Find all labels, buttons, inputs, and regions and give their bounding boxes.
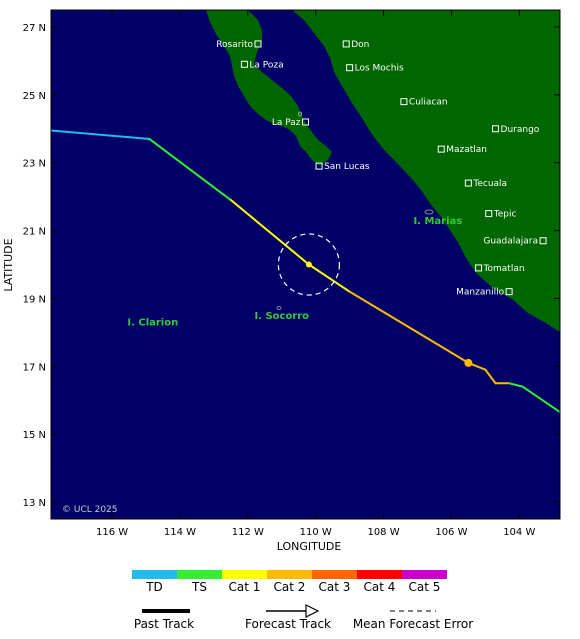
city-label: Rosarito xyxy=(216,40,253,50)
y-axis-title: LATITUDE xyxy=(2,238,15,291)
x-axis-title: LONGITUDE xyxy=(277,540,342,553)
past-track-segment xyxy=(229,199,310,266)
category-label: Cat 3 xyxy=(319,580,351,594)
islas-marias-shape xyxy=(424,209,434,215)
island-labels: I. Marias I. Socorro I. Clarion xyxy=(127,216,462,329)
past-track-segment xyxy=(148,137,232,202)
lon-tick-label: 116 W xyxy=(96,527,128,538)
category-color-bar xyxy=(132,570,447,579)
category-labels: TD TS Cat 1 Cat 2 Cat 3 Cat 4 Cat 5 xyxy=(145,580,440,594)
forecast-track-segment xyxy=(348,290,470,364)
lon-tick-label: 112 W xyxy=(232,527,264,538)
isla-socorro-shape xyxy=(276,306,282,310)
city-marker xyxy=(400,98,408,106)
city-label: Culiacan xyxy=(409,98,448,108)
city-marker xyxy=(464,179,472,187)
error-label: Mean Forecast Error xyxy=(353,617,473,631)
forecast-track-segment xyxy=(521,385,560,414)
mainland-mexico xyxy=(292,10,560,332)
copyright-text: © UCL 2025 xyxy=(62,505,118,515)
category-label: TD xyxy=(145,580,163,594)
forecast-track-key: Forecast Track xyxy=(245,604,331,631)
isla-cerralvo-shape xyxy=(298,111,302,117)
lat-tick-label: 15 N xyxy=(23,430,46,441)
lon-tick-label: 104 W xyxy=(503,527,535,538)
lon-tick-label: 110 W xyxy=(300,527,332,538)
past-track-label: Past Track xyxy=(134,617,194,631)
category-swatch xyxy=(177,570,222,579)
category-swatch xyxy=(222,570,267,579)
lat-tick-label: 19 N xyxy=(23,294,46,305)
category-swatch xyxy=(357,570,402,579)
island-label: I. Marias xyxy=(413,216,462,227)
forecast-track-segment xyxy=(307,263,351,293)
category-swatch xyxy=(312,570,357,579)
forecast-track-label: Forecast Track xyxy=(245,617,331,631)
city-label: Los Mochis xyxy=(355,64,404,74)
lon-tick-label: 108 W xyxy=(367,527,399,538)
axes: 116 W 114 W 112 W 110 W 108 W 106 W 104 W 27 N 2… xyxy=(23,10,560,538)
forecast-track-segment xyxy=(484,368,497,385)
city-marker xyxy=(505,288,513,296)
cities: Rosarito La Poza Don Los Mochis Culiacan La P… xyxy=(216,40,547,298)
legend: TD TS Cat 1 Cat 2 Cat 3 Cat 4 Cat 5 Past Track… xyxy=(132,570,473,631)
city-label: Tecuala xyxy=(472,179,507,189)
category-label: Cat 1 xyxy=(229,580,261,594)
island-label: I. Socorro xyxy=(254,311,309,322)
lat-tick-label: 21 N xyxy=(23,227,46,238)
category-label: TS xyxy=(191,580,207,594)
city-label: Manzanillo xyxy=(456,288,504,298)
category-label: Cat 2 xyxy=(274,580,306,594)
category-swatch xyxy=(132,570,177,579)
lat-tick-label: 23 N xyxy=(23,159,46,170)
forecast-error-circle xyxy=(277,233,341,296)
city-label: Don xyxy=(351,40,369,50)
city-marker xyxy=(437,145,445,153)
city-marker xyxy=(492,125,500,133)
city-label: Mazatlan xyxy=(446,145,487,155)
forecast-track-segment xyxy=(508,382,524,388)
category-label: Cat 4 xyxy=(364,580,396,594)
map-border xyxy=(50,9,561,520)
category-swatch xyxy=(267,570,312,579)
city-marker xyxy=(302,118,309,126)
city-marker xyxy=(254,40,262,48)
island-label: I. Clarion xyxy=(127,318,178,329)
storm-position-marker xyxy=(464,358,473,367)
past-track-key: Past Track xyxy=(134,609,194,631)
city-label: Durango xyxy=(501,125,540,135)
city-label: Guadalajara xyxy=(483,237,538,247)
city-marker xyxy=(485,210,493,218)
past-track-segment xyxy=(51,129,151,140)
lon-tick-label: 106 W xyxy=(435,527,467,538)
lon-tick-label: 114 W xyxy=(164,527,196,538)
lat-tick-label: 13 N xyxy=(23,498,46,509)
category-swatch xyxy=(402,570,447,579)
city-marker xyxy=(342,40,350,48)
category-label: Cat 5 xyxy=(409,580,441,594)
city-label: La Paz xyxy=(272,118,301,128)
city-marker xyxy=(346,64,354,72)
baja-peninsula xyxy=(206,10,332,166)
storm-position-marker xyxy=(305,261,312,268)
city-label: Tepic xyxy=(493,210,517,220)
city-marker xyxy=(315,162,323,170)
map-panel: Rosarito La Poza Don Los Mochis Culiacan La P… xyxy=(2,9,561,553)
city-marker xyxy=(539,237,547,245)
landmasses: Rosarito La Poza Don Los Mochis Culiacan La P… xyxy=(51,10,560,515)
lat-tick-label: 25 N xyxy=(23,91,46,102)
lat-tick-label: 27 N xyxy=(23,23,46,34)
city-label: Tomatlan xyxy=(483,264,525,274)
city-label: La Poza xyxy=(249,60,283,70)
storm-track xyxy=(51,129,560,414)
forecast-arrow-icon xyxy=(305,604,320,618)
city-label: San Lucas xyxy=(324,162,370,172)
error-key: Mean Forecast Error xyxy=(353,610,473,631)
city-marker xyxy=(475,264,483,272)
lat-tick-label: 17 N xyxy=(23,362,46,373)
city-marker xyxy=(240,60,248,68)
